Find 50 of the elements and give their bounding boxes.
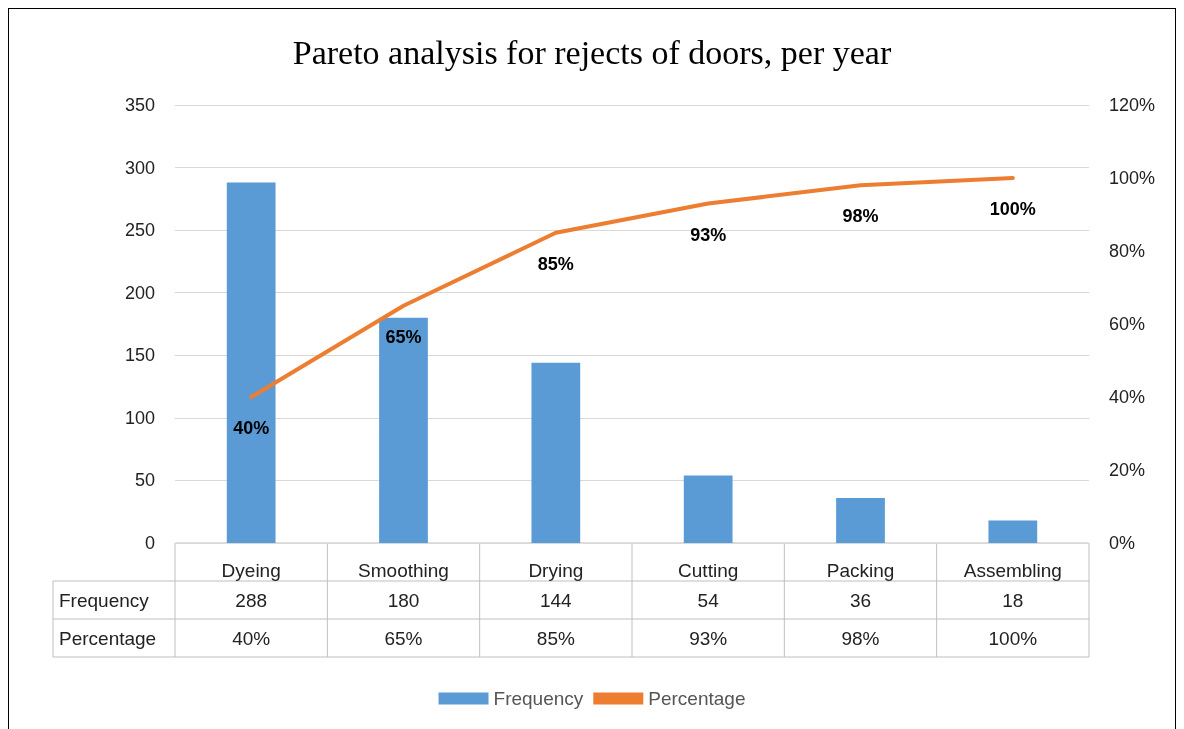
data-label: 65%: [384, 627, 423, 649]
data-label: 144: [539, 589, 573, 611]
chart-title: Pareto analysis for rejects of doors, per year: [292, 33, 892, 71]
data-label: 100%: [988, 627, 1038, 649]
text: 40%: [233, 418, 270, 438]
text: 98%: [842, 206, 879, 227]
bar: [988, 520, 1038, 543]
y2-tick-label: 80%: [1109, 241, 1146, 261]
bar: [379, 317, 428, 543]
y-tick-label: 350: [124, 95, 155, 115]
text: 93%: [690, 224, 727, 245]
y-tick-label: 250: [124, 220, 155, 241]
bar: [226, 182, 276, 543]
legend-label: Frequency: [493, 688, 584, 709]
text: Percentage: [59, 627, 157, 649]
bar: [531, 362, 581, 543]
text: Frequency: [59, 589, 149, 611]
y2-tick-label: 100%: [1109, 168, 1156, 188]
y2-tick-label: 120%: [1109, 95, 1156, 115]
x-tick-label: Dyeing: [221, 560, 281, 581]
y-tick-label: 300: [124, 157, 155, 178]
y-tick-label: 50: [134, 470, 155, 491]
legend-label: Percentage: [648, 688, 746, 709]
y-tick-label: 100: [124, 407, 155, 428]
y2-tick-label: 60%: [1109, 314, 1146, 334]
data-label: 180: [387, 589, 420, 611]
text: 100%: [989, 199, 1036, 219]
data-label: 85%: [536, 627, 575, 649]
y-tick-label: 0: [144, 533, 155, 553]
data-label: 54: [697, 589, 720, 611]
y2-tick-label: 0%: [1109, 533, 1136, 553]
y-tick-label: 200: [124, 282, 155, 303]
x-tick-label: Drying: [528, 560, 584, 581]
y-tick-label: 150: [124, 345, 155, 366]
x-tick-label: Packing: [826, 560, 895, 581]
data-label: 288: [235, 589, 268, 611]
x-tick-label: Smoothing: [358, 560, 449, 581]
bar: [836, 497, 885, 543]
data-label: 98%: [841, 627, 880, 649]
text: 85%: [537, 253, 574, 274]
x-tick-label: Assembling: [963, 560, 1062, 581]
y2-tick-label: 40%: [1109, 387, 1146, 407]
data-label: 18: [1002, 589, 1024, 611]
y2-tick-label: 20%: [1109, 460, 1146, 480]
bar: [683, 475, 733, 543]
data-label: 40%: [232, 627, 271, 649]
x-tick-label: Cutting: [678, 560, 739, 581]
text: 65%: [385, 326, 422, 347]
data-label: 93%: [689, 627, 728, 649]
data-label: 36: [849, 589, 872, 611]
